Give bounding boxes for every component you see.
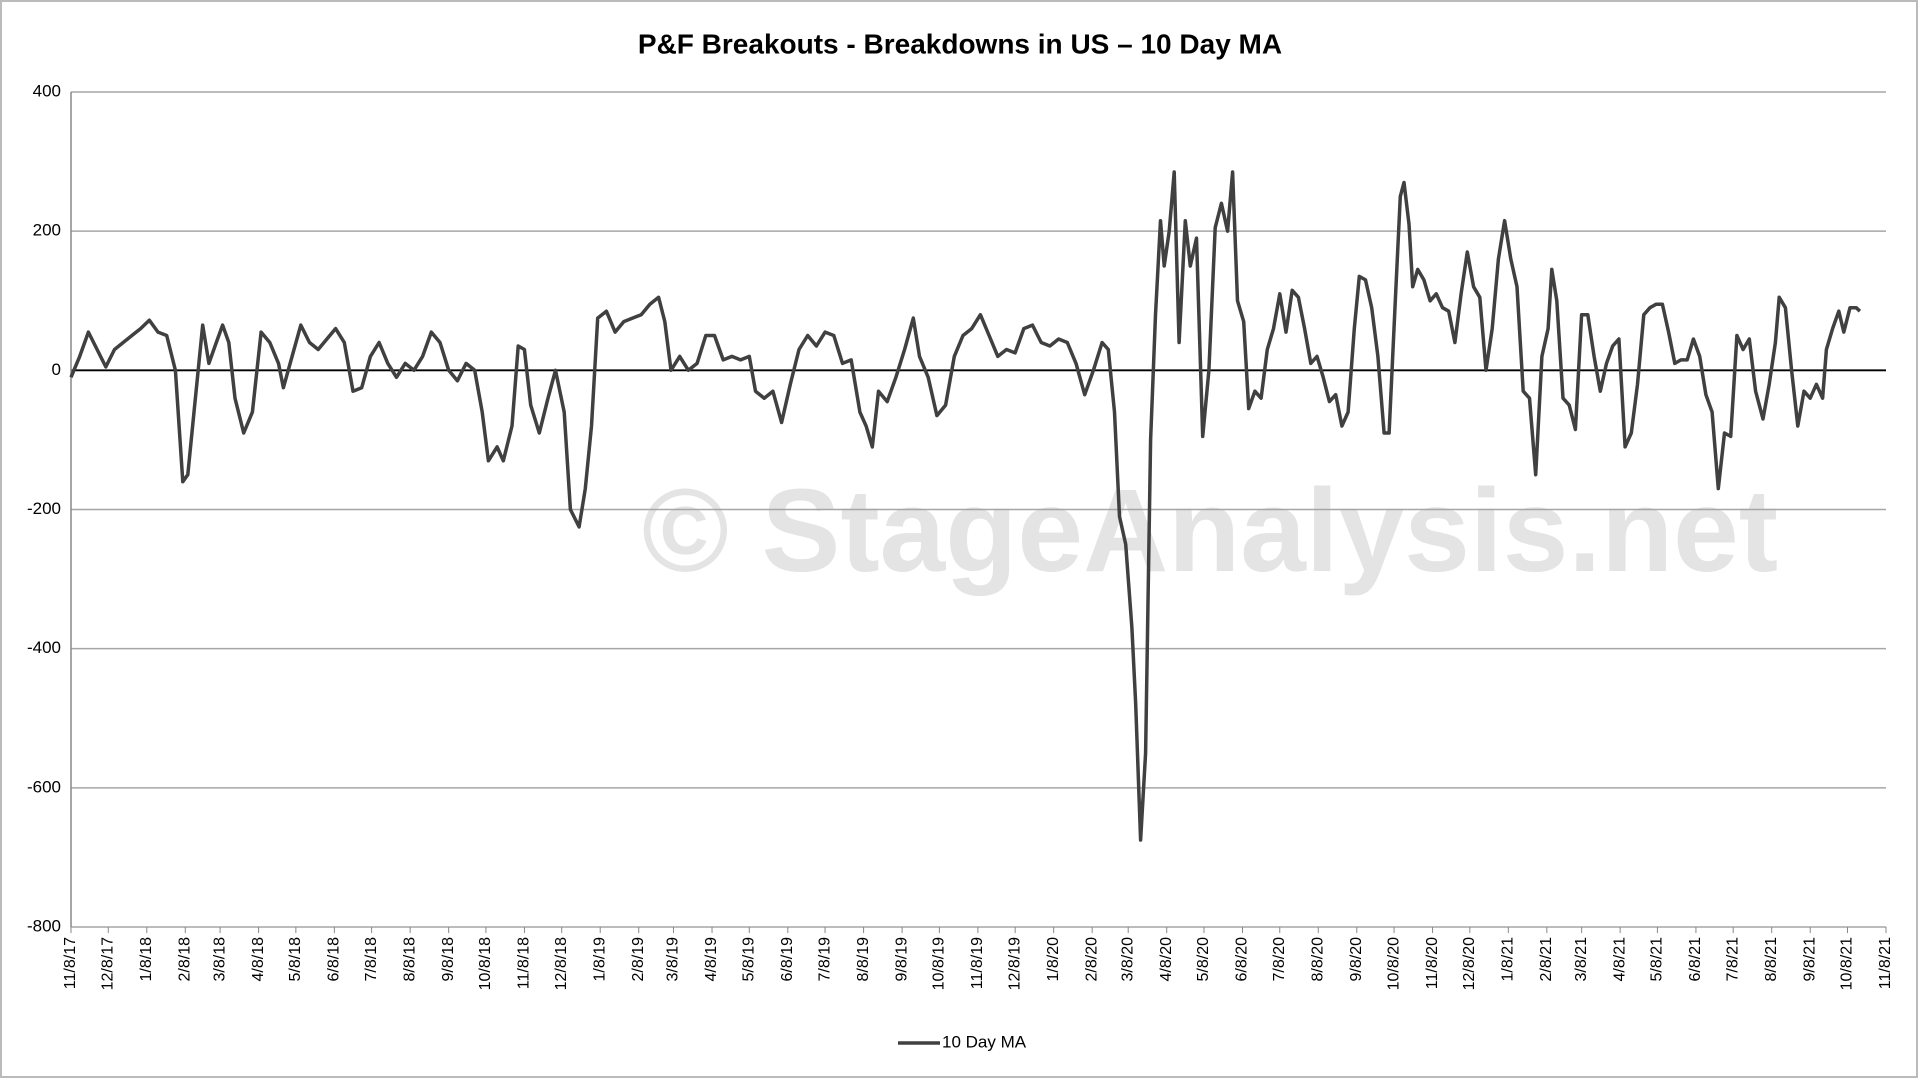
x-tick-label: 5/8/21 xyxy=(1649,937,1666,982)
x-tick-label: 1/8/19 xyxy=(591,937,608,982)
y-tick-label: 0 xyxy=(52,360,61,379)
x-tick-label: 3/8/18 xyxy=(211,937,228,982)
y-tick-label: 200 xyxy=(33,221,61,240)
x-tick-label: 8/8/21 xyxy=(1763,937,1780,982)
x-tick-label: 2/8/20 xyxy=(1083,937,1100,982)
x-tick-label: 1/8/21 xyxy=(1500,937,1517,982)
x-tick-label: 10/8/18 xyxy=(477,937,494,990)
x-tick-label: 10/8/21 xyxy=(1839,937,1856,990)
x-tick-label: 8/8/18 xyxy=(401,937,418,982)
x-tick-label: 11/8/17 xyxy=(62,937,79,989)
x-tick-label: 5/8/19 xyxy=(741,937,758,982)
x-tick-label: 2/8/19 xyxy=(630,937,647,982)
x-tick-label: 2/8/21 xyxy=(1538,937,1555,982)
x-tick-label: 7/8/20 xyxy=(1271,937,1288,982)
x-tick-label: 7/8/19 xyxy=(816,937,833,982)
x-tick-label: 4/8/18 xyxy=(250,937,267,982)
chart-title: P&F Breakouts - Breakdowns in US – 10 Da… xyxy=(638,28,1282,59)
x-tick-label: 4/8/21 xyxy=(1611,937,1628,982)
x-tick-label: 9/8/21 xyxy=(1801,937,1818,982)
x-tick-label: 9/8/18 xyxy=(440,937,457,982)
data-line xyxy=(69,170,1862,842)
x-tick-label: 1/8/18 xyxy=(138,937,155,982)
x-tick-label: 11/8/21 xyxy=(1877,937,1894,989)
x-tick-label: 9/8/20 xyxy=(1348,937,1365,982)
y-tick-label: -400 xyxy=(27,638,61,657)
y-tick-label: 400 xyxy=(33,81,61,100)
x-tick-label: 11/8/20 xyxy=(1424,937,1441,989)
x-tick-label: 12/8/19 xyxy=(1006,937,1023,990)
x-tick-label: 7/8/18 xyxy=(363,937,380,982)
x-tick-label: 4/8/20 xyxy=(1158,937,1175,982)
y-tick-label: -800 xyxy=(27,916,61,935)
x-tick-label: 3/8/19 xyxy=(665,937,682,982)
x-tick-label: 1/8/20 xyxy=(1045,937,1062,982)
legend-label: 10 Day MA xyxy=(942,1032,1027,1051)
x-tick-label: 2/8/18 xyxy=(177,937,194,982)
x-tick-label: 5/8/20 xyxy=(1195,937,1212,982)
x-tick-label: 3/8/21 xyxy=(1573,937,1590,982)
x-tick-label: 8/8/20 xyxy=(1309,937,1326,982)
x-tick-label: 4/8/19 xyxy=(703,937,720,982)
y-tick-label: -600 xyxy=(27,777,61,796)
x-tick-label: 7/8/21 xyxy=(1724,937,1741,982)
x-tick-label: 12/8/17 xyxy=(99,937,116,990)
x-tick-label: 10/8/19 xyxy=(931,937,948,990)
x-tick-label: 9/8/19 xyxy=(893,937,910,982)
x-tick-label: 6/8/20 xyxy=(1234,937,1251,982)
y-tick-label: -200 xyxy=(27,499,61,518)
x-tick-label: 11/8/19 xyxy=(969,937,986,989)
x-tick-label: 6/8/21 xyxy=(1687,937,1704,982)
watermark: © StageAnalysis.net xyxy=(642,465,1778,597)
x-tick-label: 8/8/19 xyxy=(855,937,872,982)
x-tick-label: 6/8/19 xyxy=(779,937,796,982)
x-tick-label: 12/8/20 xyxy=(1461,937,1478,990)
x-tick-label: 12/8/18 xyxy=(553,937,570,990)
x-tick-label: 10/8/20 xyxy=(1385,937,1402,990)
x-tick-label: 3/8/20 xyxy=(1119,937,1136,982)
x-tick-label: 6/8/18 xyxy=(326,937,343,982)
x-tick-label: 11/8/18 xyxy=(516,937,533,989)
x-tick-label: 5/8/18 xyxy=(287,937,304,982)
